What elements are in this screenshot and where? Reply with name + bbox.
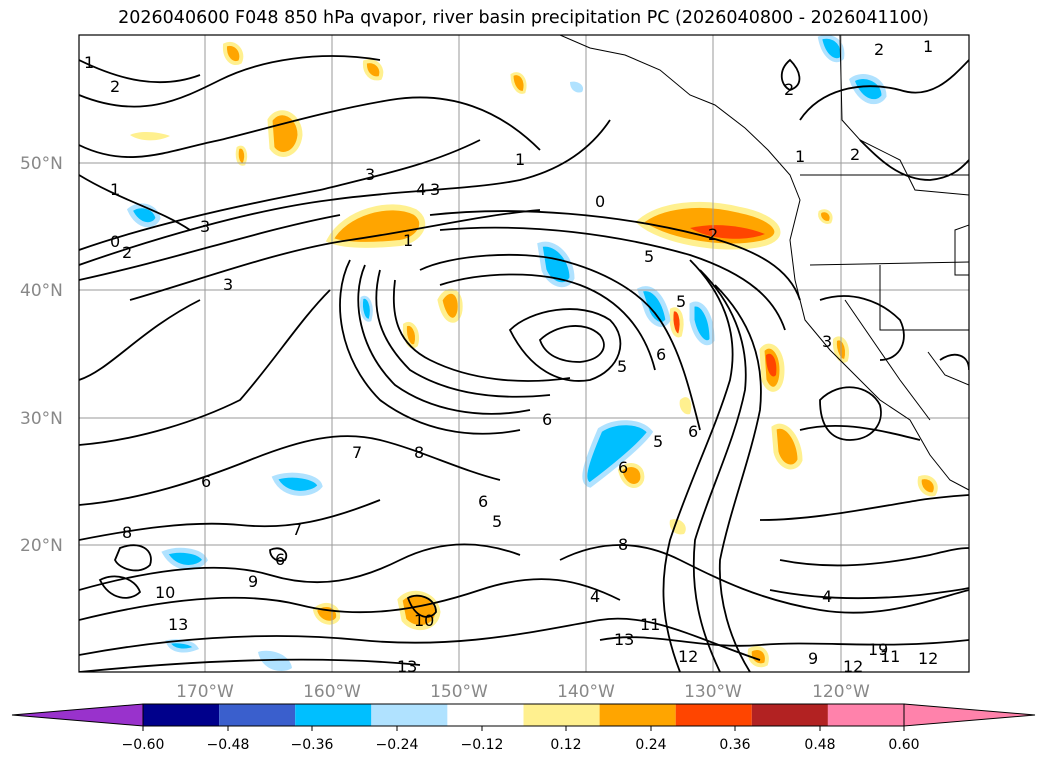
contour-label: 2	[110, 77, 120, 96]
map-title: 2026040600 F048 850 hPa qvapor, river ba…	[118, 8, 929, 28]
contour-label: 5	[492, 512, 502, 531]
contour-label: 3	[365, 165, 375, 184]
contour-label: 6	[688, 422, 698, 441]
contour-label: 5	[676, 292, 686, 311]
contour-label: 19	[868, 640, 888, 659]
colorbar-bin	[371, 704, 448, 726]
lat-label: 40°N	[20, 281, 63, 301]
plot-frame	[78, 34, 970, 673]
contour-label: 3	[822, 332, 832, 351]
contour-label: 8	[618, 535, 628, 554]
contour-label: 0	[595, 192, 605, 211]
contour-label: 6	[542, 410, 552, 429]
contour-label: 7	[292, 520, 302, 539]
contour-label: 4	[822, 587, 832, 606]
coastlines	[559, 35, 969, 491]
contour-label: 11	[640, 615, 660, 634]
contour-label: 3	[200, 217, 210, 236]
contour-label: 8	[122, 523, 132, 542]
colorbar-extend-low	[11, 703, 144, 727]
colorbar-bin	[675, 704, 752, 726]
colorbar-bin	[447, 704, 524, 726]
colorbar-tick-label: −0.60	[122, 737, 165, 753]
contour-label: 8	[414, 443, 424, 462]
lon-label: 130°W	[684, 682, 742, 702]
contour-label: 6	[478, 492, 488, 511]
lon-label: 170°W	[176, 682, 234, 702]
colorbar-bin	[599, 704, 676, 726]
contour-label: 1	[515, 150, 525, 169]
colorbar-bin	[751, 704, 828, 726]
contour-label: 13	[168, 615, 188, 634]
precip-pc-shading	[130, 41, 938, 668]
contour-label: 5	[653, 432, 663, 451]
colorbar-bin	[523, 704, 600, 726]
contour-label: 3	[430, 180, 440, 199]
contour-label: 1	[84, 53, 94, 72]
contour-label: 6	[275, 550, 285, 569]
colorbar-tick-label: −0.24	[376, 737, 419, 753]
lon-label: 150°W	[430, 682, 488, 702]
contour-label: 3	[223, 275, 233, 294]
lat-label: 20°N	[20, 536, 63, 556]
longitude-labels: 170°W 160°W 150°W 140°W 130°W 120°W	[176, 682, 870, 702]
contour-label: 1	[110, 180, 120, 199]
contour-label: 9	[808, 649, 818, 668]
lon-label: 140°W	[557, 682, 615, 702]
contour-label: 10	[414, 611, 434, 630]
colorbar-tick-label: 0.12	[550, 737, 581, 753]
contour-label: 4	[416, 180, 426, 199]
contour-label: 13	[614, 630, 634, 649]
contour-label: 9	[248, 572, 258, 591]
contour-label: 4	[590, 587, 600, 606]
contour-label: 1	[923, 37, 933, 56]
colorbar-tick-label: −0.36	[291, 737, 334, 753]
contour-label: 6	[618, 458, 628, 477]
colorbar-bin	[143, 704, 220, 726]
qvapor-contours	[79, 55, 969, 672]
colorbar-tick-label: 0.24	[635, 737, 666, 753]
contour-label: 1	[795, 147, 805, 166]
contour-label: 2	[708, 225, 718, 244]
lat-label: 30°N	[20, 409, 63, 429]
lat-label: 50°N	[20, 154, 63, 174]
colorbar-tick-label: −0.12	[461, 737, 504, 753]
contour-label: 10	[155, 583, 175, 602]
colorbar-bin	[295, 704, 372, 726]
contour-label: 2	[850, 145, 860, 164]
colorbar-bin	[827, 704, 904, 726]
contour-label: 11	[880, 647, 900, 666]
contour-label: 6	[656, 345, 666, 364]
lon-label: 120°W	[812, 682, 870, 702]
contour-label: 7	[352, 443, 362, 462]
colorbar-tick-label: −0.48	[207, 737, 250, 753]
contour-label: 12	[918, 649, 938, 668]
lon-label: 160°W	[303, 682, 361, 702]
colorbar-tick-label: 0.36	[719, 737, 750, 753]
colorbar-bin	[219, 704, 296, 726]
contour-labels: 1 2 1 2 2 2 1 1 3 4 3 1 0 2 3 3 0 5 1 2 …	[84, 37, 938, 676]
contour-label: 2	[784, 80, 794, 99]
contour-label: 5	[617, 357, 627, 376]
colorbar-tick-label: 0.60	[888, 737, 919, 753]
contour-label: 12	[678, 647, 698, 666]
colorbar-extend-high	[903, 703, 1036, 727]
contour-label: 5	[644, 247, 654, 266]
contour-label: 2	[874, 40, 884, 59]
contour-label: 2	[122, 243, 132, 262]
contour-label: 6	[201, 472, 211, 491]
colorbar-tick-labels: −0.60 −0.48 −0.36 −0.24 −0.12 0.12 0.24 …	[122, 737, 920, 753]
colorbar-tick-label: 0.48	[804, 737, 835, 753]
contour-label: 12	[843, 657, 863, 676]
contour-label: 1	[403, 231, 413, 250]
contour-label: 0	[110, 232, 120, 251]
latitude-labels: 50°N 40°N 30°N 20°N	[20, 154, 63, 556]
contour-label: 13	[397, 657, 417, 676]
colorbar: −0.60 −0.48 −0.36 −0.24 −0.12 0.12 0.24 …	[11, 703, 1036, 753]
